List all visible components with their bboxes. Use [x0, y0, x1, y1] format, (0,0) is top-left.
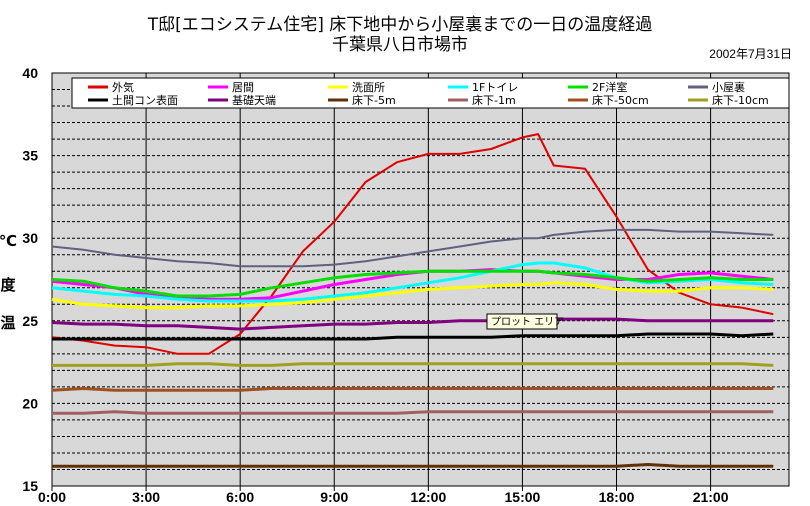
chart-date: 2002年7月31日 — [709, 47, 792, 61]
x-tick-label: 21:00 — [693, 489, 729, 505]
chart-title: T邸[エコシステム住宅] 床下地中から小屋裏までの一日の温度経過 — [147, 14, 653, 35]
plot-area-tooltip: プロット エリア — [486, 313, 564, 330]
y-tick-label: 35 — [22, 148, 38, 164]
x-tick-label: 15:00 — [505, 489, 541, 505]
series-line — [51, 228, 774, 268]
x-tick-label: 18:00 — [599, 489, 635, 505]
legend-label: 小屋裏 — [712, 80, 745, 94]
x-tick-label: 9:00 — [320, 489, 348, 505]
series-line — [51, 261, 774, 303]
axes: 40 35 30 25 20 150:00 3:00 6:00 9:00 12:00 15:00 18… — [22, 65, 728, 505]
y-axis-unit: ℃ — [0, 232, 17, 250]
series-lines — [51, 133, 774, 468]
y-tick-label: 25 — [22, 313, 38, 329]
x-tick-label: 0:00 — [38, 489, 66, 505]
series-line — [52, 463, 774, 468]
series-line — [51, 133, 774, 355]
legend-box — [71, 77, 790, 109]
series-line — [51, 387, 774, 392]
x-tick-label: 6:00 — [226, 489, 254, 505]
series-line — [52, 332, 774, 341]
legend-label: 2F洋室 — [592, 80, 627, 94]
series-line — [51, 269, 774, 298]
legend-label: 基礎天端 — [232, 94, 276, 107]
tooltip-text: プロット エリア — [491, 316, 564, 328]
series-line — [52, 362, 774, 367]
series-line — [51, 317, 774, 331]
legend-label: 床下-5m — [352, 93, 396, 107]
y-axis-label-char-0: 温 — [0, 314, 15, 332]
series-line — [51, 281, 774, 310]
y-tick-label: 20 — [22, 395, 38, 411]
x-tick-label: 12:00 — [410, 489, 446, 505]
legend-label: 土間コン表面 — [112, 93, 178, 107]
legend-label: 居間 — [232, 81, 254, 94]
legend-label: 洗面所 — [352, 81, 385, 94]
legend-label: 床下-1m — [472, 93, 516, 107]
legend-label: 床下-50cm — [592, 93, 649, 107]
y-tick-label: 30 — [22, 230, 38, 246]
series-line — [52, 410, 774, 415]
legend-label: 床下-10cm — [712, 93, 769, 107]
grid — [52, 73, 789, 486]
y-axis-label-char-1: 度 — [0, 276, 16, 294]
legend-label: 1Fトイレ — [472, 81, 518, 94]
y-tick-label: 40 — [22, 65, 38, 81]
tooltip-box — [486, 313, 558, 330]
chart-subtitle: 千葉県八日市場市 — [332, 35, 468, 55]
y-tick-label: 15 — [22, 478, 38, 494]
x-tick-label: 3:00 — [132, 489, 160, 505]
legend-label: 外気 — [112, 80, 134, 94]
